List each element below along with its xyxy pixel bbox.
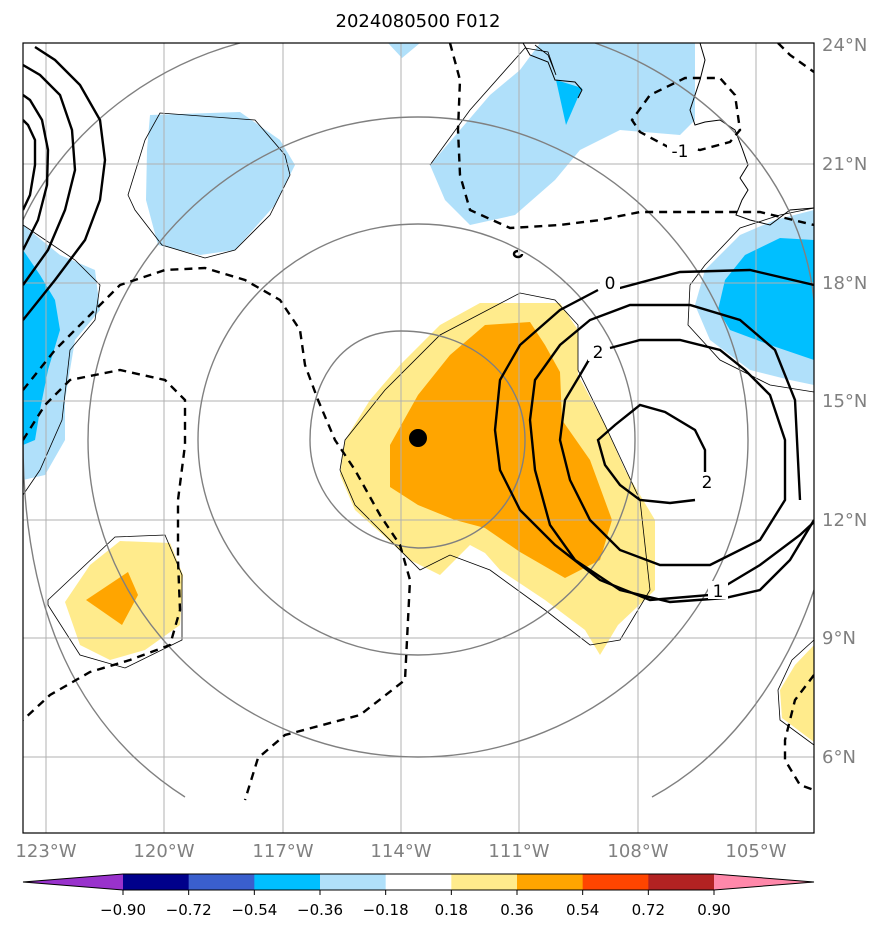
shade-orange-main: [390, 322, 612, 578]
y-tick-15n: 15°N: [822, 391, 867, 412]
contour-northwest-4: [23, 119, 37, 211]
colorbar-bin: [385, 874, 452, 890]
range-rings: [23, 43, 814, 798]
contour-2: [558, 338, 787, 567]
contour-label-1: 1: [713, 582, 724, 602]
contour-labels: 0 2 2 1 -1: [588, 142, 728, 602]
colorbar-bin: [582, 874, 649, 890]
y-tick-9n: 9°N: [822, 628, 856, 649]
colorbar-label-1: −0.90: [100, 901, 146, 919]
colorbar-label-9: 0.72: [632, 901, 665, 919]
contour-label-minus1-bg: [667, 142, 693, 160]
y-tick-12n: 12°N: [822, 510, 867, 531]
colorbar-extend-high: [714, 874, 814, 890]
outline-north: [429, 44, 557, 166]
colorbar-labels: −0.90 −0.72 −0.54 −0.36 −0.18 0.18 0.36 …: [100, 901, 731, 919]
x-axis-labels: 123°W 120°W 117°W 114°W 111°W 108°W 105°…: [15, 841, 786, 862]
y-tick-18n: 18°N: [822, 273, 867, 294]
chart-title: 2024080500 F012: [336, 11, 501, 32]
dashed-contours: [23, 43, 814, 801]
contour-label-0: 0: [605, 274, 616, 294]
y-tick-21n: 21°N: [822, 154, 867, 175]
coastline: [522, 43, 814, 226]
colorbar-label-7: 0.36: [500, 901, 533, 919]
contour-dashed-north: [448, 43, 814, 230]
contour-northwest-2: [23, 63, 77, 286]
colorbar-extend-low: [23, 874, 123, 890]
colorbar-bin: [123, 874, 190, 890]
map-frame: [22, 42, 815, 834]
range-ring-2: [197, 223, 636, 656]
contour-label-2b: 2: [702, 473, 713, 493]
contour-dashed-minus1: [630, 76, 742, 152]
contour-label-minus1: -1: [672, 142, 689, 162]
colorbar-label-2: −0.72: [166, 901, 212, 919]
y-tick-6n: 6°N: [822, 747, 856, 768]
x-tick-123w: 123°W: [15, 841, 76, 862]
colorbar-label-4: −0.36: [297, 901, 343, 919]
range-ring-4: [23, 43, 814, 798]
colorbar-bin: [320, 874, 387, 890]
shade-blue-east: [718, 238, 814, 360]
contour-northwest-1: [23, 45, 107, 321]
x-tick-111w: 111°W: [488, 841, 549, 862]
contour-label-2b-bg: [697, 472, 717, 490]
y-tick-24n: 24°N: [822, 35, 867, 56]
colorbar-bin: [648, 874, 715, 890]
contour-label-0-bg: [600, 274, 620, 292]
x-tick-117w: 117°W: [252, 841, 313, 862]
colorbar-label-3: −0.54: [231, 901, 277, 919]
colorbar-label-8: 0.54: [566, 901, 599, 919]
outline-southeast: [777, 639, 814, 746]
colorbar-bin: [188, 874, 255, 890]
contour-dashed-northeast: [777, 43, 814, 73]
gridlines: [23, 43, 814, 833]
colorbar: [22, 873, 815, 895]
colorbar-bin: [254, 874, 321, 890]
storm-center-marker: [409, 429, 427, 447]
outline-main: [339, 292, 651, 646]
contour-2b: [596, 403, 707, 505]
shade-light-blue-top: [388, 43, 420, 58]
shaded-field: [23, 43, 814, 742]
colorbar-label-5: −0.18: [363, 901, 409, 919]
shade-light-blue-north: [430, 43, 695, 225]
map-layers: 0 2 2 1 -1: [23, 43, 814, 833]
contour-label-2-bg: [588, 343, 608, 361]
range-ring-1: [309, 330, 526, 549]
x-tick-114w: 114°W: [370, 841, 431, 862]
colorbar-label-10: 0.90: [697, 901, 730, 919]
shade-blue-west: [23, 250, 60, 445]
x-tick-105w: 105°W: [725, 841, 786, 862]
shade-blue-north: [556, 80, 582, 125]
colorbar-bin: [517, 874, 584, 890]
outline-northwest: [127, 112, 291, 259]
shade-yellow-southeast: [780, 645, 814, 742]
contour-tiny: [512, 249, 524, 259]
shade-outlines: [23, 44, 814, 746]
outline-southwest: [47, 534, 183, 669]
colorbar-bin: [451, 874, 518, 890]
range-ring-3: [87, 116, 749, 758]
colorbar-label-6: 0.18: [435, 901, 468, 919]
contour-0: [493, 288, 814, 602]
outline-west: [23, 224, 101, 496]
contour-dashed-west: [23, 368, 187, 721]
y-axis-labels: 24°N 21°N 18°N 15°N 12°N 9°N 6°N: [822, 35, 867, 768]
contour-northwest-3: [23, 94, 50, 251]
x-tick-108w: 108°W: [607, 841, 668, 862]
contour-label-1-bg: [708, 581, 728, 599]
x-tick-120w: 120°W: [133, 841, 194, 862]
contour-label-2: 2: [593, 343, 604, 363]
